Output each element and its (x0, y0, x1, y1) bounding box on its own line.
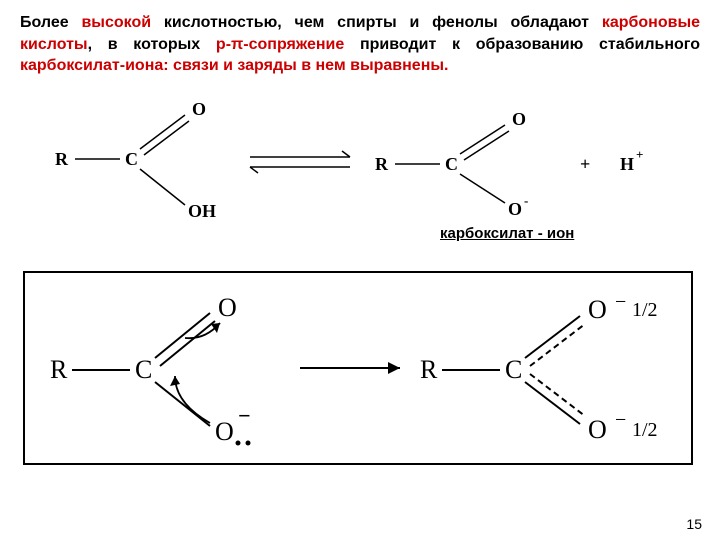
right-O-top: O (512, 109, 526, 129)
hdr-p9: карбоксилат-иона: связи и заряды в нем в… (20, 57, 448, 74)
res-right-half-top: 1/2 (632, 299, 658, 321)
bond-CO-d1-left (140, 115, 185, 149)
left-R: R (55, 149, 69, 169)
res-right-C: C (505, 355, 522, 384)
res-left-C: C (135, 355, 152, 384)
res-right-O-bot: O (588, 415, 607, 444)
res-dash-dn-dash (530, 374, 585, 416)
right-O-bot: O (508, 199, 522, 219)
lone-pair-dot1 (236, 440, 241, 445)
bond-C-Ominus-right (460, 174, 505, 203)
res-left-R: R (50, 355, 68, 384)
res-left-minus: − (238, 403, 251, 428)
H-label: H (620, 154, 634, 174)
hdr-pi: π (231, 36, 243, 53)
res-right-half-bot: 1/2 (632, 419, 658, 441)
res-dash-up-dash (530, 324, 585, 366)
right-R: R (375, 154, 389, 174)
hdr-p8: приводит к образованию стабильного (344, 36, 700, 53)
curved-arrow-2-head (211, 323, 220, 333)
res-arrow-head (388, 362, 400, 374)
res-right-minus-bot: − (615, 409, 626, 431)
res-right-R: R (420, 355, 438, 384)
hdr-p1: Более (20, 14, 81, 31)
res-CO-d2 (160, 321, 215, 366)
left-C: C (125, 149, 138, 169)
right-C: C (445, 154, 458, 174)
res-left-O-top: O (218, 293, 237, 322)
res-dash-dn-solid (525, 382, 580, 424)
eq-arrow-top-head (342, 151, 350, 157)
bond-C-OH-left (140, 169, 185, 205)
plus-sign: + (580, 154, 590, 174)
hdr-p3: кислотностью, чем спирты и фенолы облада… (151, 14, 602, 31)
curved-arrow-1 (175, 376, 210, 423)
top-reaction-svg: R C O OH R C O O - + H + (20, 85, 700, 235)
res-right-O-top: O (588, 295, 607, 324)
res-dash-up-solid (525, 316, 580, 358)
res-C-O-bot (155, 382, 210, 426)
resonance-diagram: R C O O − R C O − 1/2 O − (20, 268, 700, 473)
hdr-p5: , в которых (88, 36, 216, 53)
res-left-O-bot: O (215, 417, 234, 446)
bond-CO-d1-right (460, 125, 505, 154)
hdr-p7: -сопряжение (243, 36, 344, 53)
eq-arrow-bot-head (250, 167, 258, 173)
carboxylate-caption: карбоксилат - ион (440, 225, 574, 242)
hdr-p6: р- (216, 36, 231, 53)
hdr-p2: высокой (81, 14, 151, 31)
H-plus: + (636, 147, 643, 162)
equilibrium-diagram: R C O OH R C O O - + H + карбоксилат - и… (20, 85, 700, 240)
left-O-top: O (192, 99, 206, 119)
res-right-minus-top: − (615, 291, 626, 313)
bond-CO-d2-left (144, 121, 189, 155)
bottom-reaction-svg: R C O O − R C O − 1/2 O − (20, 268, 700, 468)
lone-pair-dot2 (246, 440, 251, 445)
bond-CO-d2-right (464, 131, 509, 160)
page-number: 15 (686, 516, 702, 532)
curved-arrow-1-head (170, 376, 180, 386)
header-paragraph: Более высокой кислотностью, чем спирты и… (20, 12, 700, 77)
right-O-minus: - (524, 193, 528, 208)
left-OH: OH (188, 201, 216, 221)
